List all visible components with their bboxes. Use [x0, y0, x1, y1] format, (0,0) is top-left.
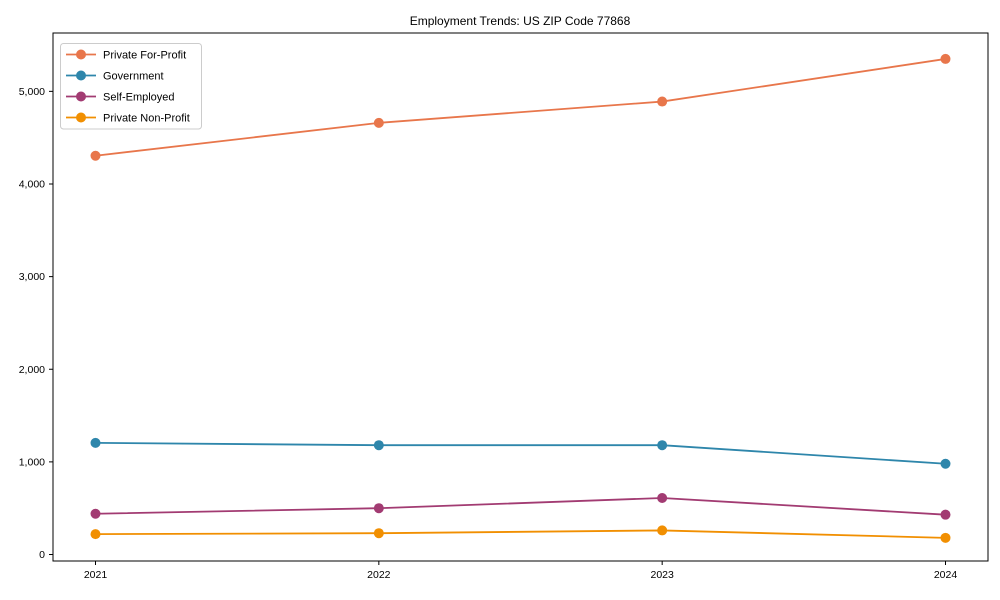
- series-line-private-for-profit: [94, 58, 947, 157]
- legend-item-private-non-profit: Private Non-Profit: [66, 112, 190, 124]
- x-tick-label: 2023: [650, 569, 674, 581]
- plot-area: 0 1,000 2,000 3,000 4,000 5,000 2021 2022 2023 20…: [19, 32, 989, 581]
- series-line-government: [94, 441, 947, 465]
- y-tick-label: 3,000: [19, 271, 45, 283]
- data-point-private-non-profit-2022: [373, 528, 384, 539]
- data-point-government-2024: [940, 458, 951, 469]
- data-point-government-2023: [657, 440, 668, 451]
- legend-marker-icon: [76, 70, 86, 81]
- y-tick-label: 0: [39, 549, 45, 561]
- data-point-self-employed-2022: [373, 503, 384, 514]
- data-point-private-for-profit-2022: [373, 117, 384, 128]
- legend-label: Private For-Profit: [103, 49, 186, 61]
- x-tick-label: 2024: [934, 569, 958, 581]
- x-tick-label: 2021: [84, 569, 108, 581]
- axes-frame: [52, 32, 989, 562]
- data-point-self-employed-2024: [940, 509, 951, 520]
- data-point-private-for-profit-2021: [90, 150, 101, 161]
- legend-label: Private Non-Profit: [103, 112, 190, 124]
- data-point-private-non-profit-2021: [90, 529, 101, 540]
- y-tick-label: 2,000: [19, 364, 45, 376]
- series-line-self-employed: [94, 497, 947, 516]
- legend-item-self-employed: Self-Employed: [66, 91, 175, 103]
- data-point-self-employed-2023: [657, 493, 668, 504]
- legend: Private For-Profit Government Self-Employe…: [60, 43, 202, 130]
- data-point-government-2021: [90, 437, 101, 448]
- legend-marker-icon: [76, 49, 86, 60]
- legend-item-government: Government: [66, 70, 164, 82]
- y-tick-label: 1,000: [19, 456, 45, 468]
- data-point-private-for-profit-2023: [657, 96, 668, 107]
- data-point-self-employed-2021: [90, 508, 101, 519]
- data-point-private-non-profit-2023: [657, 525, 668, 536]
- data-point-government-2022: [373, 440, 384, 451]
- series-line-private-non-profit: [94, 529, 947, 539]
- y-tick-label: 5,000: [19, 86, 45, 98]
- data-point-private-non-profit-2024: [940, 532, 951, 543]
- chart-title: Employment Trends: US ZIP Code 77868: [410, 14, 631, 28]
- y-tick-label: 4,000: [19, 179, 45, 191]
- x-tick-label: 2022: [367, 569, 391, 581]
- legend-item-private-for-profit: Private For-Profit: [66, 49, 186, 61]
- legend-marker-icon: [76, 112, 86, 123]
- legend-box: [60, 43, 202, 130]
- data-point-private-for-profit-2024: [940, 53, 951, 64]
- legend-marker-icon: [76, 91, 86, 102]
- legend-label: Self-Employed: [103, 91, 175, 103]
- legend-label: Government: [103, 70, 164, 82]
